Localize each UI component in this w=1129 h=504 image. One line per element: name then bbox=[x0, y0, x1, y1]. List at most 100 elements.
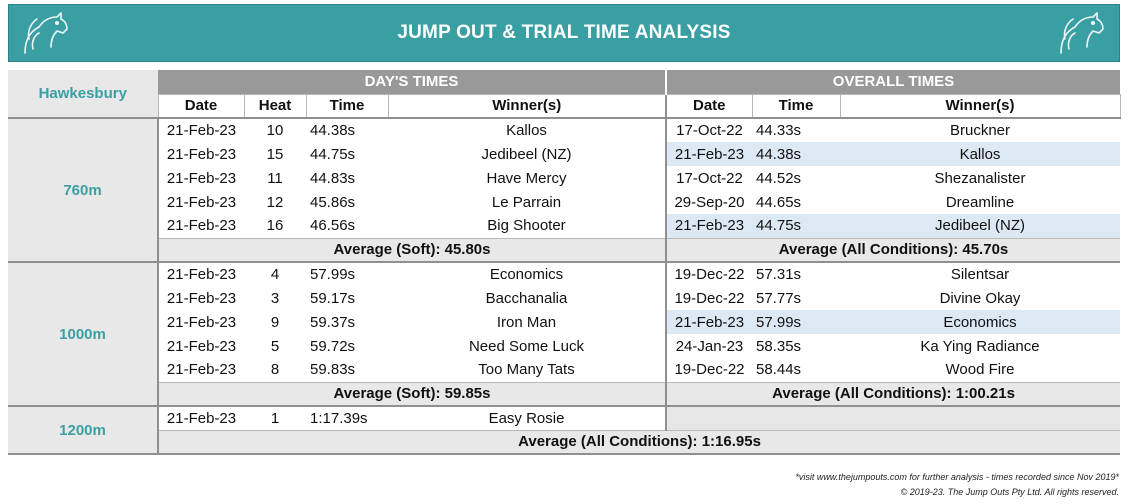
overall-winner-cell: Bruckner bbox=[840, 117, 1120, 142]
day-heat-cell: 15 bbox=[266, 145, 284, 163]
day-date-cell: 21-Feb-23 bbox=[158, 405, 244, 430]
day-winner-cell: Kallos bbox=[388, 117, 667, 142]
table-row: 21-Feb-23 15 44.75s Jedibeel (NZ) 21-Feb-23 4… bbox=[8, 142, 1120, 166]
day-time-cell: 44.83s bbox=[310, 169, 356, 187]
overall-winner-cell: Divine Okay bbox=[939, 289, 1021, 307]
day-heat-cell: 10 bbox=[244, 117, 306, 142]
table-row: 21-Feb-23 5 59.72s Need Some Luck 24-Jan-23 5… bbox=[8, 334, 1120, 358]
overall-winner-cell: Wood Fire bbox=[945, 361, 1015, 379]
day-date-cell: 21-Feb-23 bbox=[158, 261, 244, 286]
combined-average: Average (All Conditions): 1:16.95s bbox=[158, 429, 1120, 455]
overall-times-header: OVERALL TIMES bbox=[666, 70, 1120, 94]
distance-label: 760m bbox=[8, 117, 159, 263]
overall-winner-cell: Economics bbox=[840, 310, 1120, 334]
overall-time-cell: 58.35s bbox=[756, 337, 802, 355]
average-row: Average (All Conditions): 1:16.95s bbox=[8, 429, 1120, 455]
day-date-cell: 21-Feb-23 bbox=[166, 145, 237, 163]
day-time-cell: 57.99s bbox=[306, 261, 388, 286]
overall-time-cell: 44.38s bbox=[752, 142, 840, 166]
day-date-cell: 21-Feb-23 bbox=[166, 361, 237, 379]
table-row: 1200m 21-Feb-23 1 1:17.39s Easy Rosie bbox=[8, 405, 1120, 455]
day-time-cell: 46.56s bbox=[310, 217, 356, 235]
day-heat-cell: 3 bbox=[270, 289, 280, 307]
day-time-cell: 1:17.39s bbox=[306, 405, 388, 430]
table-row: 21-Feb-23 8 59.83s Too Many Tats 19-Dec-22 58… bbox=[8, 358, 1120, 382]
col-header-heat: Heat bbox=[243, 93, 307, 119]
day-average: Average (Soft): 45.80s bbox=[158, 237, 667, 263]
day-heat-cell: 9 bbox=[270, 313, 280, 331]
col-header-winners: Winner(s) bbox=[387, 93, 667, 119]
track-name: Hawkesbury bbox=[8, 70, 158, 119]
day-winner-cell: Bacchanalia bbox=[388, 286, 667, 310]
day-heat-cell: 11 bbox=[267, 169, 283, 187]
overall-date-cell: 19-Dec-22 bbox=[674, 289, 745, 307]
day-heat-cell: 8 bbox=[270, 361, 280, 379]
overall-time-cell: 44.52s bbox=[756, 169, 802, 187]
day-winner-cell: Easy Rosie bbox=[388, 405, 667, 430]
overall-time-cell: 44.65s bbox=[756, 193, 802, 211]
col-header-time: Time bbox=[751, 93, 841, 119]
days-times-header: DAY'S TIMES bbox=[158, 70, 667, 94]
day-date-cell: 21-Feb-23 bbox=[166, 313, 237, 331]
overall-winner-cell: Dreamline bbox=[945, 193, 1015, 211]
col-header-date: Date bbox=[665, 93, 753, 119]
day-winner-cell: Jedibeel (NZ) bbox=[388, 142, 667, 166]
overall-time-cell: 44.33s bbox=[752, 117, 840, 142]
day-date-cell: 21-Feb-23 bbox=[166, 217, 237, 235]
day-date-cell: 21-Feb-23 bbox=[166, 193, 237, 211]
overall-date-cell: 21-Feb-23 bbox=[666, 142, 752, 166]
overall-date-cell: 17-Oct-22 bbox=[666, 117, 752, 142]
day-time-cell: 44.38s bbox=[306, 117, 388, 142]
horse-head-logo-icon bbox=[1060, 12, 1104, 54]
overall-empty-cell bbox=[665, 405, 1120, 430]
table-row: 21-Feb-23 3 59.17s Bacchanalia 19-Dec-22 57.7… bbox=[8, 286, 1120, 310]
day-date-cell: 21-Feb-23 bbox=[166, 337, 237, 355]
day-date-cell: 21-Feb-23 bbox=[158, 117, 244, 142]
day-date-cell: 21-Feb-23 bbox=[166, 169, 237, 187]
day-winner-cell: Le Parrain bbox=[388, 190, 667, 214]
day-time-cell: 44.75s bbox=[310, 145, 356, 163]
overall-time-cell: 58.44s bbox=[756, 361, 802, 379]
overall-time-cell: 57.31s bbox=[752, 261, 840, 286]
average-row: Average (Soft): 59.85s Average (All Condi… bbox=[8, 381, 1120, 407]
day-time-cell: 59.37s bbox=[310, 313, 356, 331]
day-time-cell: 59.17s bbox=[310, 289, 356, 307]
day-winner-cell: Too Many Tats bbox=[388, 358, 667, 382]
col-header-winners: Winner(s) bbox=[839, 93, 1121, 119]
day-time-cell: 59.72s bbox=[310, 337, 356, 355]
overall-average: Average (All Conditions): 45.70s bbox=[666, 237, 1120, 263]
day-winner-cell: Iron Man bbox=[388, 310, 667, 334]
overall-winner-cell: Jedibeel (NZ) bbox=[840, 214, 1120, 238]
table-row: 760m 21-Feb-23 10 44.38s Kallos 17-Oct-22 44.3… bbox=[8, 117, 1120, 263]
table-row: 21-Feb-23 12 45.86s Le Parrain 29-Sep-20 44.6… bbox=[8, 190, 1120, 214]
distance-label: 1000m bbox=[8, 261, 159, 407]
day-heat-cell: 5 bbox=[270, 337, 280, 355]
footer-copyright: © 2019-23. The Jump Outs Pty Ltd. All ri… bbox=[900, 487, 1119, 497]
overall-date-cell: 19-Dec-22 bbox=[666, 261, 752, 286]
day-heat-cell: 1 bbox=[244, 405, 306, 430]
overall-winner-cell: Kallos bbox=[840, 142, 1120, 166]
overall-date-cell: 19-Dec-22 bbox=[674, 361, 745, 379]
day-heat-cell: 12 bbox=[266, 193, 284, 211]
overall-date-cell: 17-Oct-22 bbox=[676, 169, 743, 187]
day-time-cell: 59.83s bbox=[310, 361, 356, 379]
table-row: 21-Feb-23 9 59.37s Iron Man 21-Feb-23 57.99s E… bbox=[8, 310, 1120, 334]
table-body: 760m 21-Feb-23 10 44.38s Kallos 17-Oct-22 44.3… bbox=[8, 117, 1120, 455]
day-date-cell: 21-Feb-23 bbox=[166, 289, 237, 307]
table-row: 21-Feb-23 11 44.83s Have Mercy 17-Oct-22 44.5… bbox=[8, 166, 1120, 190]
overall-date-cell: 29-Sep-20 bbox=[674, 193, 745, 211]
day-winner-cell: Need Some Luck bbox=[388, 334, 667, 358]
table-row: 21-Feb-23 16 46.56s Big Shooter 21-Feb-23 44.… bbox=[8, 214, 1120, 238]
horse-head-logo-icon bbox=[24, 12, 68, 54]
overall-winner-cell: Silentsar bbox=[840, 261, 1120, 286]
overall-date-cell: 21-Feb-23 bbox=[666, 214, 752, 238]
overall-time-cell: 44.75s bbox=[752, 214, 840, 238]
overall-winner-cell: Ka Ying Radiance bbox=[920, 337, 1040, 355]
overall-winner-cell: Shezanalister bbox=[934, 169, 1026, 187]
footer-note: *visit www.thejumpouts.com for further a… bbox=[795, 472, 1119, 482]
day-heat-cell: 16 bbox=[266, 217, 284, 235]
col-header-date: Date bbox=[157, 93, 245, 119]
day-winner-cell: Economics bbox=[388, 261, 667, 286]
overall-time-cell: 57.77s bbox=[756, 289, 802, 307]
title-banner: JUMP OUT & TRIAL TIME ANALYSIS bbox=[8, 4, 1120, 62]
